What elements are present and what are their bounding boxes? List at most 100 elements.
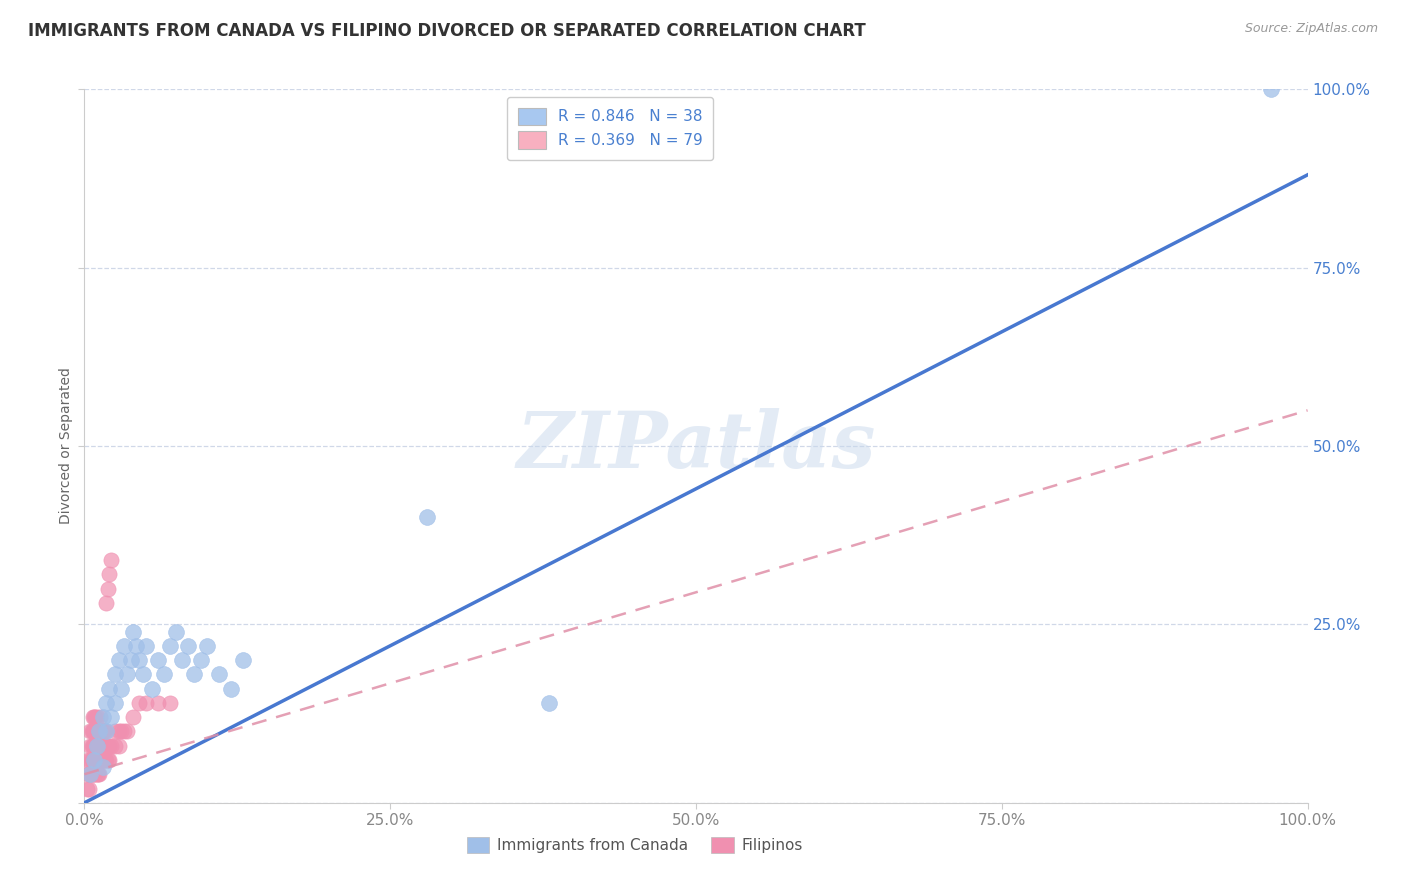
Point — [77, 753, 100, 767]
Point — [89, 739, 111, 753]
Point — [190, 653, 212, 667]
Point — [90, 753, 112, 767]
Point — [90, 739, 112, 753]
Point — [104, 739, 127, 753]
Point — [93, 724, 115, 739]
Point — [208, 667, 231, 681]
Point — [104, 696, 127, 710]
Point — [83, 739, 105, 753]
Point — [91, 724, 114, 739]
Point — [195, 639, 218, 653]
Point — [416, 510, 439, 524]
Point — [159, 639, 181, 653]
Point — [94, 753, 117, 767]
Point — [87, 767, 110, 781]
Point — [153, 667, 176, 681]
Point — [80, 753, 103, 767]
Point — [96, 696, 118, 710]
Legend: Immigrants from Canada, Filipinos: Immigrants from Canada, Filipinos — [460, 831, 810, 859]
Point — [84, 724, 107, 739]
Point — [86, 710, 108, 724]
Point — [100, 553, 122, 567]
Point — [125, 639, 148, 653]
Point — [97, 739, 120, 753]
Point — [96, 739, 118, 753]
Point — [82, 767, 104, 781]
Point — [183, 667, 205, 681]
Point — [94, 724, 117, 739]
Point — [172, 653, 194, 667]
Point — [104, 724, 127, 739]
Point — [87, 724, 110, 739]
Point — [96, 753, 118, 767]
Point — [120, 653, 142, 667]
Point — [146, 653, 169, 667]
Point — [104, 667, 127, 681]
Point — [86, 753, 108, 767]
Point — [112, 724, 135, 739]
Point — [84, 739, 107, 753]
Point — [91, 760, 114, 774]
Point — [94, 739, 117, 753]
Point — [165, 624, 187, 639]
Point — [82, 739, 104, 753]
Point — [82, 724, 104, 739]
Point — [76, 781, 98, 796]
Point — [97, 567, 120, 582]
Point — [83, 710, 105, 724]
Point — [84, 753, 107, 767]
Point — [87, 739, 110, 753]
Point — [80, 739, 103, 753]
Point — [219, 681, 242, 696]
Point — [87, 767, 110, 781]
Point — [80, 767, 103, 781]
Point — [538, 696, 561, 710]
Point — [83, 753, 105, 767]
Point — [87, 753, 110, 767]
Point — [110, 724, 132, 739]
Point — [132, 667, 155, 681]
Point — [97, 753, 120, 767]
Point — [91, 739, 114, 753]
Text: Source: ZipAtlas.com: Source: ZipAtlas.com — [1244, 22, 1378, 36]
Point — [77, 767, 100, 781]
Point — [87, 753, 110, 767]
Point — [84, 767, 107, 781]
Point — [112, 639, 135, 653]
Point — [97, 739, 120, 753]
Point — [89, 724, 111, 739]
Point — [83, 724, 105, 739]
Point — [87, 724, 110, 739]
Point — [115, 667, 138, 681]
Point — [107, 653, 129, 667]
Point — [97, 681, 120, 696]
Point — [128, 696, 150, 710]
Point — [93, 753, 115, 767]
Point — [97, 753, 120, 767]
Point — [87, 739, 110, 753]
Point — [83, 753, 105, 767]
Point — [77, 767, 100, 781]
Point — [89, 710, 111, 724]
Point — [97, 582, 120, 596]
Point — [91, 753, 114, 767]
Point — [100, 739, 122, 753]
Point — [79, 753, 101, 767]
Point — [82, 753, 104, 767]
Point — [1260, 82, 1282, 96]
Point — [86, 767, 108, 781]
Point — [90, 724, 112, 739]
Point — [135, 696, 157, 710]
Point — [146, 696, 169, 710]
Point — [86, 739, 108, 753]
Point — [79, 767, 101, 781]
Text: ZIPatlas: ZIPatlas — [516, 408, 876, 484]
Point — [122, 710, 145, 724]
Point — [77, 781, 100, 796]
Point — [135, 639, 157, 653]
Point — [83, 767, 105, 781]
Y-axis label: Divorced or Separated: Divorced or Separated — [59, 368, 73, 524]
Point — [100, 710, 122, 724]
Point — [110, 681, 132, 696]
Point — [128, 653, 150, 667]
